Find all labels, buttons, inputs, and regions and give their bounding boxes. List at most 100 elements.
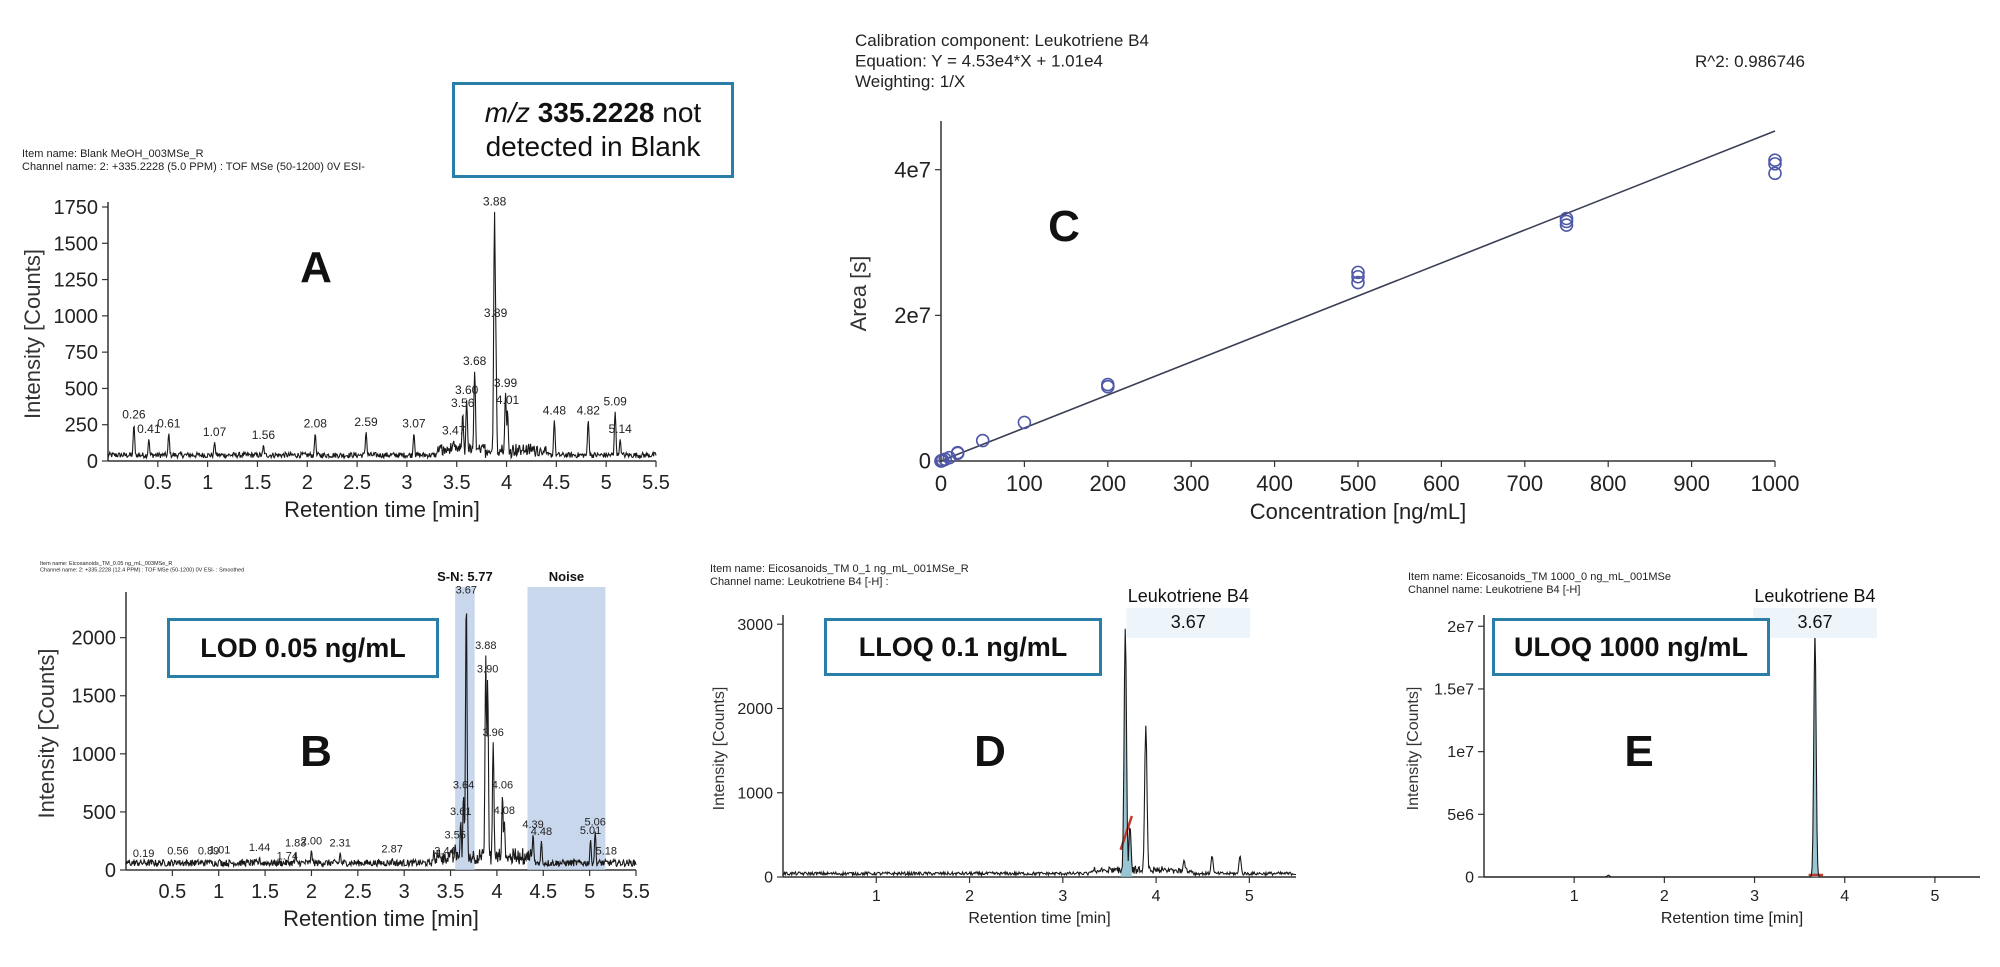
y-tick-label: 5e6: [1447, 807, 1474, 824]
y-tick-label: 0: [919, 449, 931, 474]
y-tick-label: 1750: [54, 197, 99, 219]
callout-a-line2: detected in Blank: [485, 131, 701, 162]
x-tick-label: 1: [1570, 888, 1579, 905]
x-tick-label: 5.5: [642, 472, 670, 494]
peak-label: 5.18: [596, 846, 617, 858]
y-tick-label: 2e7: [894, 303, 931, 328]
x-tick-label: 500: [1340, 471, 1377, 496]
x-tick-label: 2: [965, 888, 974, 905]
header-line: Equation: Y = 4.53e4*X + 1.01e4: [855, 51, 1103, 70]
x-tick-label: 5: [1245, 888, 1254, 905]
peak-label: 0.19: [133, 848, 154, 860]
callout-a-rest: not: [662, 97, 702, 128]
peak-label: 2.00: [301, 835, 322, 847]
peak-label: 3.90: [477, 663, 498, 675]
calibration-point: [1017, 415, 1032, 430]
peak-label: 3.99: [494, 376, 518, 390]
y-tick-label: 0: [87, 451, 98, 473]
panel-letter: D: [974, 727, 1006, 776]
x-axis-label: Retention time [min]: [1661, 910, 1803, 927]
x-tick-label: 1: [213, 881, 224, 903]
x-tick-label: 4: [1840, 888, 1849, 905]
peak-label: 3.55: [444, 829, 465, 841]
header-line: Item name: Eicosanoids_TM 1000_0 ng_mL_0…: [1408, 571, 1671, 583]
header-line: Item name: Blank MeOH_003MSe_R: [22, 148, 204, 160]
x-tick-label: 3: [401, 472, 412, 494]
y-tick-label: 1500: [72, 686, 117, 708]
x-tick-label: 2: [1660, 888, 1669, 905]
x-tick-label: 100: [1006, 471, 1043, 496]
peak-label: 5.06: [584, 817, 605, 829]
peak-label: 4.06: [492, 779, 513, 791]
peak-label: 3.68: [463, 354, 487, 368]
panel-letter: B: [300, 727, 332, 776]
x-tick-label: 2.5: [344, 881, 372, 903]
y-tick-label: 250: [65, 415, 98, 437]
callout-lloq: LLOQ 0.1 ng/mL: [824, 618, 1102, 676]
compound-rt: 3.67: [1171, 612, 1206, 632]
x-tick-label: 2.5: [343, 472, 371, 494]
calibration-point: [1101, 377, 1115, 392]
band-region: [527, 587, 606, 870]
x-tick-label: 3: [399, 881, 410, 903]
header-line: Weighting: 1/X: [855, 72, 965, 91]
x-axis-label: Concentration [ng/mL]: [1250, 499, 1466, 524]
compound-rt: 3.67: [1797, 612, 1832, 632]
x-tick-label: 4: [1152, 888, 1161, 905]
x-tick-label: 3.5: [443, 472, 471, 494]
peak-label: 4.48: [543, 403, 567, 417]
panel-d: 1 2 3 4 5 0 1000 2000 3000 Retention time [min] In…: [710, 563, 1297, 927]
compound-name: Leukotriene B4: [1754, 586, 1875, 606]
panel-letter: E: [1624, 727, 1653, 776]
peak-label: 1.83: [285, 838, 306, 850]
y-tick-label: 1500: [54, 233, 99, 255]
peak-label: 2.87: [381, 843, 402, 855]
peak-label: 0.41: [137, 422, 161, 436]
chromatogram-trace: [107, 211, 657, 461]
peak-label: 3.96: [482, 727, 503, 739]
x-tick-label: 4.5: [542, 472, 570, 494]
y-tick-label: 1000: [72, 744, 117, 766]
peak-label: 1.56: [252, 428, 276, 442]
peak-label: 1.74: [277, 850, 298, 862]
peak-label: 2.59: [354, 415, 378, 429]
peak-label: 3.07: [402, 416, 426, 430]
y-tick-label: 0: [764, 870, 773, 887]
callout-uloq: ULOQ 1000 ng/mL: [1492, 618, 1770, 676]
peak-label: 0.61: [157, 416, 181, 430]
peak-label: 0.56: [167, 846, 188, 858]
x-tick-label: 4: [501, 472, 512, 494]
peak-label: 1.01: [209, 845, 230, 857]
r-squared: R^2: 0.986746: [1695, 52, 1805, 71]
header-line: Calibration component: Leukotriene B4: [855, 31, 1149, 50]
chromatogram-trace: [125, 613, 637, 869]
compound-name: Leukotriene B4: [1128, 586, 1249, 606]
panel-c: 0 100 200 300 400 500 600 700 800 900 1000 0 2e7 4e7 C…: [846, 31, 1805, 524]
peak-label: 3.56: [451, 396, 475, 410]
callout-a-mass: 335.2228: [537, 97, 655, 128]
y-tick-label: 1.5e7: [1434, 682, 1474, 699]
y-tick-label: 1000: [54, 306, 99, 328]
chromatogram-trace: [782, 628, 1297, 878]
x-tick-label: 800: [1590, 471, 1627, 496]
peak-label: 3.64: [453, 779, 474, 791]
y-tick-label: 4e7: [894, 157, 931, 182]
x-tick-label: 1000: [1751, 471, 1800, 496]
calibration-point: [975, 433, 990, 448]
x-tick-label: 4: [491, 881, 502, 903]
calibration-point: [1351, 265, 1365, 280]
x-tick-label: 200: [1089, 471, 1126, 496]
panel-e: 1 2 3 4 5 0 5e6 1e7 1.5e7 2e7 Retention time [min]…: [1405, 571, 1980, 927]
peak-label: 4.39: [522, 819, 543, 831]
peak-label: 5.01: [580, 825, 601, 837]
x-tick-label: 0: [935, 471, 947, 496]
y-axis-label: Intensity [Counts]: [34, 649, 59, 819]
header-line: Channel name: 2: +335.2228 (12.4 PPM) : …: [40, 568, 244, 574]
x-tick-label: 400: [1256, 471, 1293, 496]
y-tick-label: 1e7: [1447, 744, 1474, 761]
y-tick-label: 2000: [72, 628, 117, 650]
y-axis-label: Area [s]: [846, 256, 871, 332]
peak-label: 4.82: [577, 403, 601, 417]
peak-label: 3.47: [442, 424, 466, 438]
peak-label: 3.60: [455, 383, 479, 397]
